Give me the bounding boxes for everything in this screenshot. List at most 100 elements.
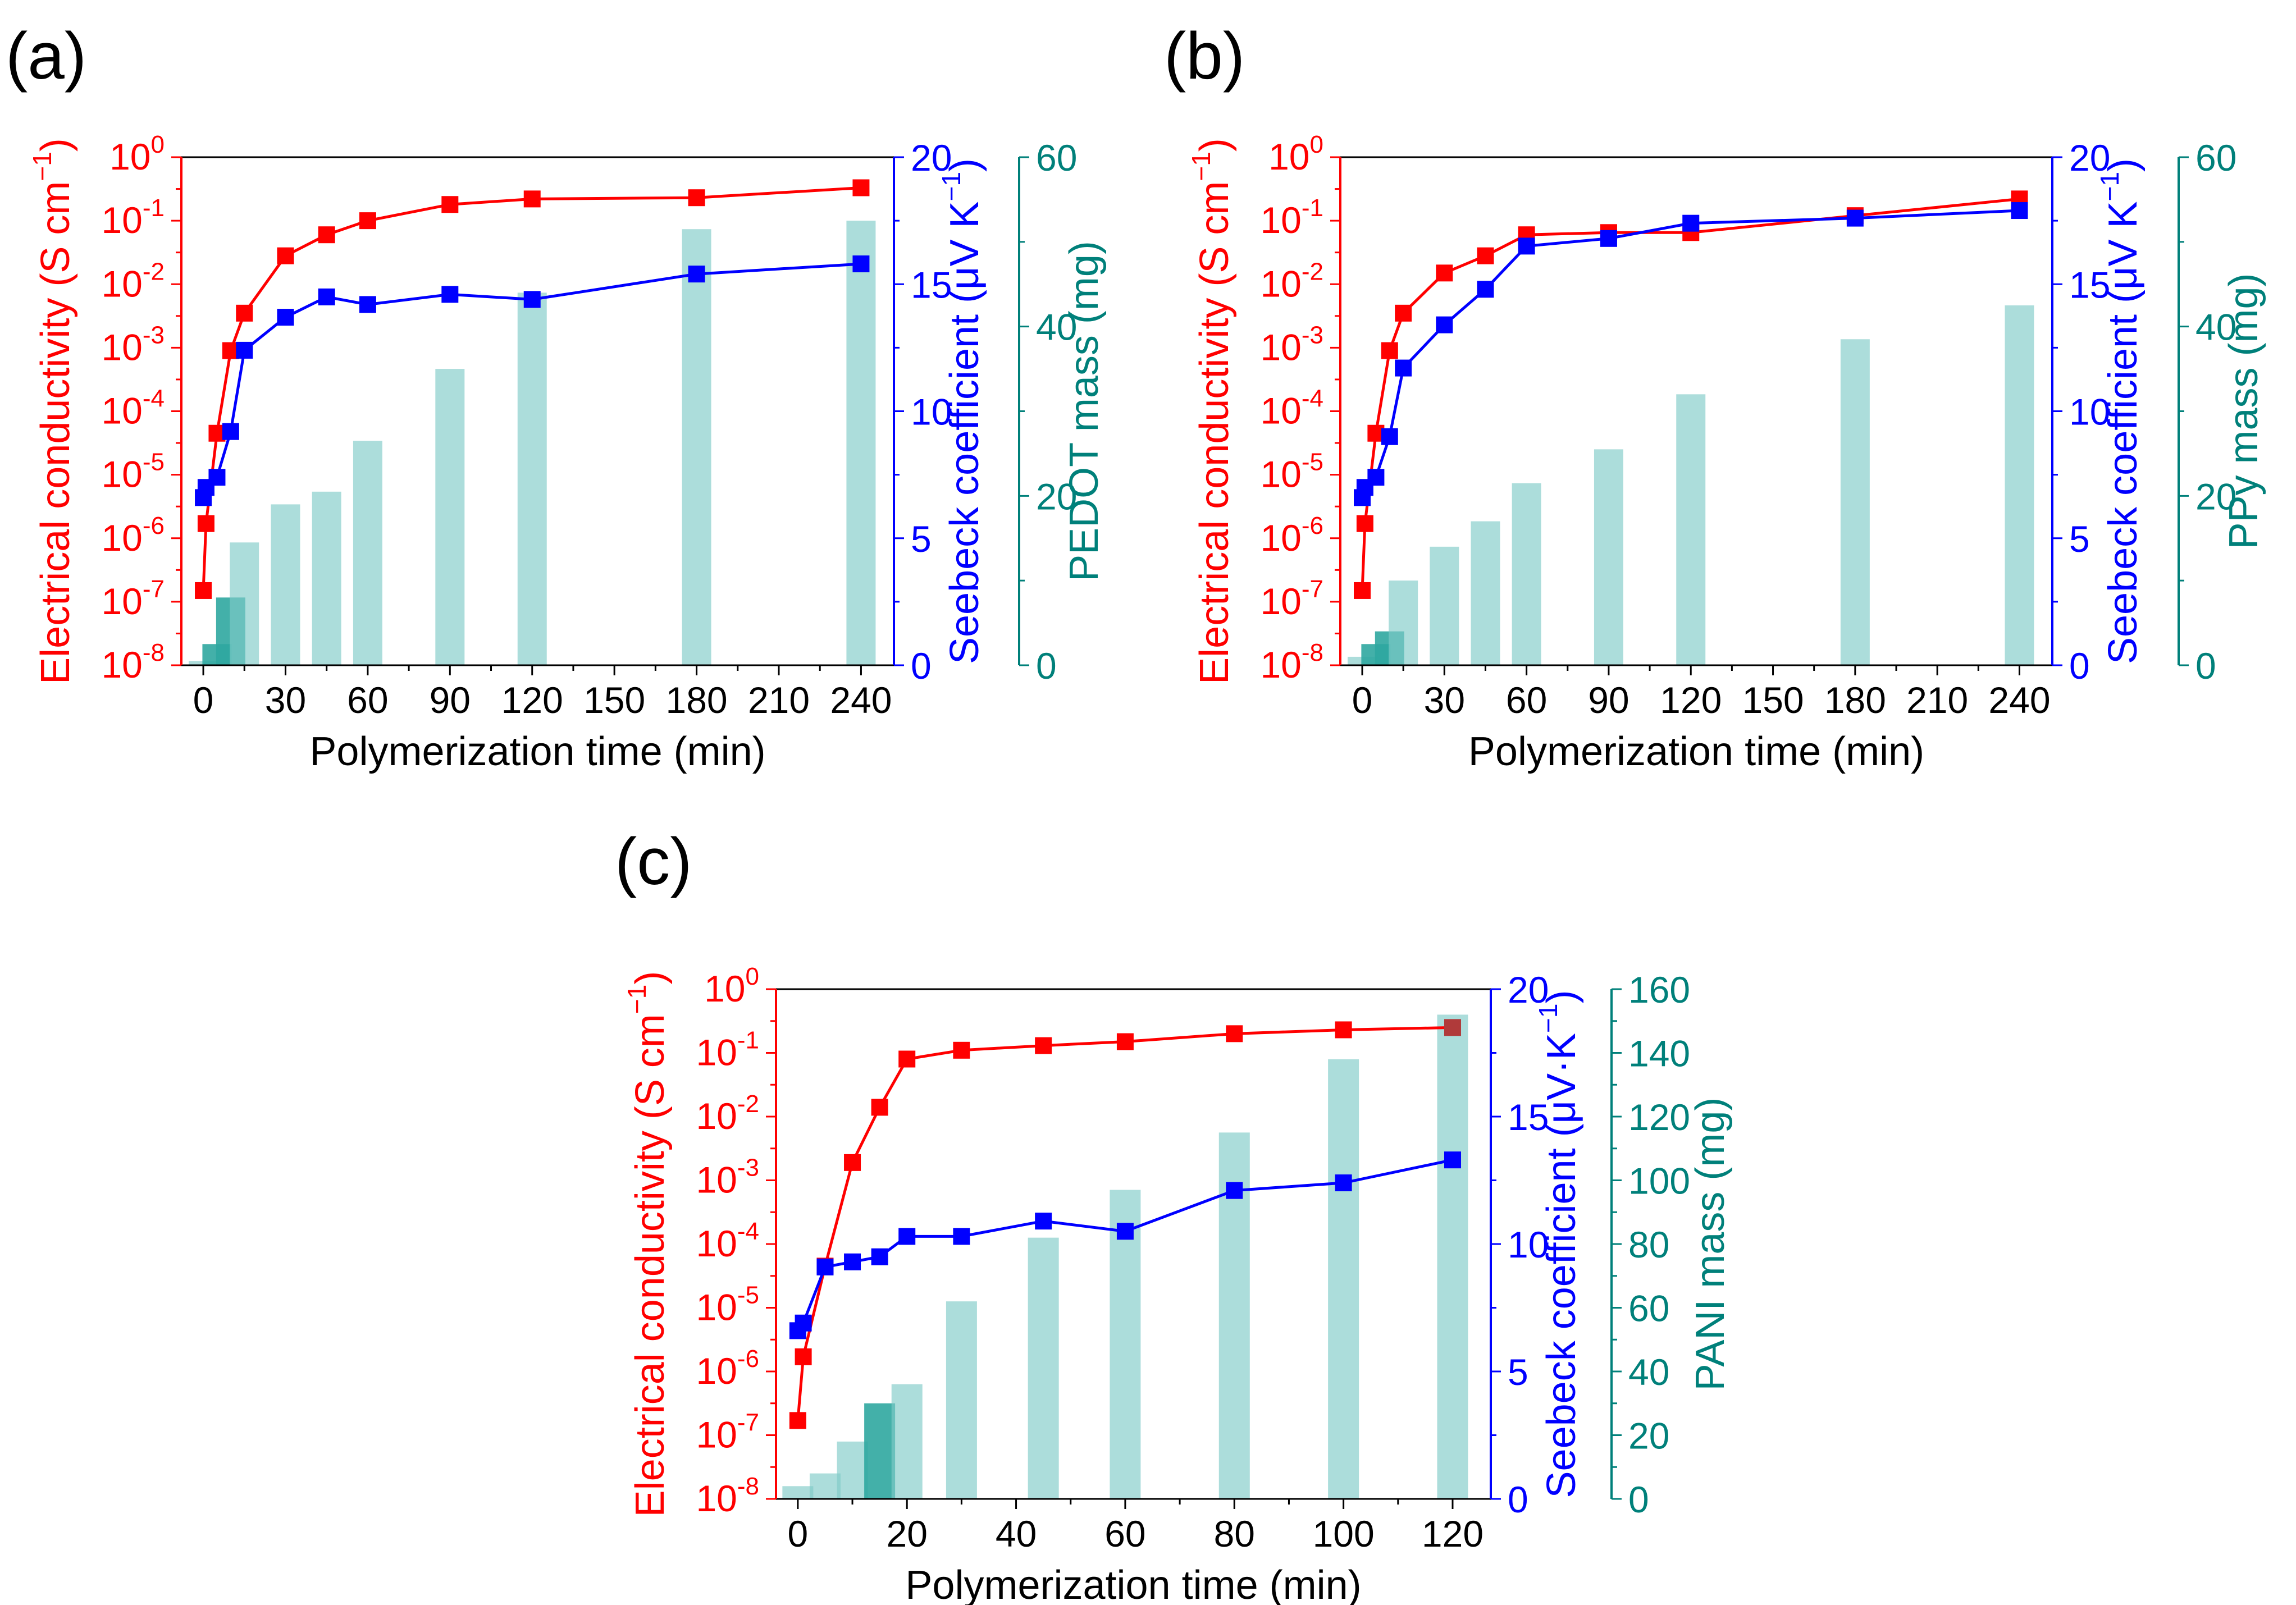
left-tick-label: 10-3	[101, 321, 165, 368]
panel-b: (b)0 30 60 90 120 150 180 210 240Polymerization …	[1164, 19, 2266, 774]
left-tick-exponent: -2	[1302, 258, 1323, 285]
seebeck-tick-label: 20	[2069, 137, 2110, 179]
left-tick-base: 10	[696, 1414, 737, 1456]
left-tick-label: 10-7	[1260, 575, 1323, 622]
mass-bar	[1512, 483, 1541, 665]
left-tick-label: 10-6	[101, 512, 165, 559]
left-tick-exponent: -3	[737, 1154, 759, 1182]
mass-bar	[891, 1384, 923, 1499]
x-tick-label: 240	[1988, 679, 2050, 721]
x-tick-label: 240	[830, 679, 892, 721]
left-axis-title-text: Electrical conductivity (S cm	[1192, 181, 1237, 684]
mass-bar	[312, 491, 341, 665]
left-tick-base: 10	[1268, 136, 1309, 177]
seebeck-tick-label: 15	[911, 264, 952, 305]
left-tick-base: 10	[696, 1478, 737, 1519]
left-tick-base: 10	[1260, 390, 1301, 432]
x-tick-label: 60	[1506, 679, 1547, 721]
seebeck-axis-title-text: Seebeck coefficient (μV K	[942, 201, 987, 664]
conductivity-point	[1477, 247, 1494, 264]
left-tick-exponent: -2	[143, 258, 165, 285]
mass-tick-label: 60	[2195, 137, 2236, 179]
mass-bar	[1437, 1014, 1468, 1499]
left-tick-label: 10-5	[1260, 449, 1323, 495]
left-tick-exponent: -8	[143, 639, 165, 666]
left-tick-label: 10-6	[1260, 512, 1323, 559]
x-tick-label: 150	[583, 679, 645, 721]
conductivity-point	[1354, 582, 1371, 599]
left-tick-label: 10-2	[101, 258, 165, 304]
left-tick-label: 10-8	[1260, 639, 1323, 685]
left-tick-exponent: -7	[1302, 575, 1323, 603]
seebeck-point	[1395, 359, 1412, 377]
seebeck-tick-label: 0	[2069, 645, 2090, 687]
left-tick-base: 10	[101, 517, 142, 559]
left-tick-exponent: -5	[737, 1282, 759, 1309]
left-tick-label: 10-2	[696, 1090, 759, 1137]
seebeck-point	[1477, 281, 1494, 298]
x-tick-label: 60	[347, 679, 388, 721]
x-tick-label: 180	[666, 679, 728, 721]
panel-label: (a)	[6, 19, 86, 93]
seebeck-axis-title-close: )	[1539, 990, 1584, 1004]
x-axis-title: Polymerization time (min)	[905, 1563, 1361, 1605]
left-tick-base: 10	[101, 580, 142, 622]
mass-bar	[517, 292, 547, 665]
left-tick-exponent: -7	[143, 575, 165, 603]
left-tick-base: 10	[101, 390, 142, 432]
left-tick-base: 10	[696, 1223, 737, 1264]
seebeck-tick-label: 20	[911, 137, 952, 179]
seebeck-point	[222, 423, 239, 440]
mass-tick-label: 100	[1628, 1160, 1690, 1202]
left-tick-exponent: -1	[737, 1027, 759, 1054]
mass-axis-title: PEDOT mass (mg)	[1062, 241, 1107, 582]
conductivity-series-line	[1361, 197, 2020, 591]
left-tick-exponent: -3	[1302, 321, 1323, 349]
seebeck-point	[359, 296, 376, 313]
x-tick-label: 0	[1352, 679, 1373, 721]
seebeck-point	[236, 341, 253, 359]
x-tick-label: 0	[193, 679, 214, 721]
left-tick-exponent: 0	[151, 131, 165, 158]
seebeck-tick-label: 5	[911, 518, 932, 560]
seebeck-point	[688, 266, 705, 283]
seebeck-point	[816, 1258, 834, 1275]
left-axis-title-text: Electrical conductivity (S cm	[33, 181, 78, 684]
left-tick-exponent: -4	[737, 1218, 759, 1245]
seebeck-point	[1444, 1151, 1461, 1169]
mass-bar	[1110, 1190, 1141, 1499]
seebeck-point	[523, 291, 541, 308]
x-tick-label: 120	[1660, 679, 1722, 721]
left-tick-label: 100	[704, 963, 759, 1009]
panel-a: (a)0 30 60 90 120 150 180 210 240Polymerization …	[6, 19, 1107, 774]
conductivity-point	[359, 212, 376, 230]
mass-bar	[846, 221, 876, 665]
mass-bar	[2005, 305, 2034, 665]
left-tick-base: 10	[696, 1350, 737, 1392]
left-axis-title-close: )	[1192, 138, 1237, 152]
left-axis-title: Electrical conductivity (S cm−1)	[28, 138, 78, 684]
mass-bar	[230, 542, 259, 665]
seebeck-tick-label: 15	[2069, 264, 2110, 305]
left-tick-base: 10	[696, 1032, 737, 1073]
x-tick-label: 30	[1424, 679, 1465, 721]
x-tick-label: 100	[1313, 1513, 1375, 1554]
x-tick-label: 20	[887, 1513, 928, 1554]
left-tick-exponent: -1	[1302, 194, 1323, 222]
conductivity-point	[1444, 1019, 1461, 1036]
x-axis-title: Polymerization time (min)	[1468, 729, 1924, 774]
seebeck-tick-label: 5	[2069, 518, 2090, 560]
left-axis-title-exponent: −1	[28, 152, 57, 181]
mass-bar	[353, 441, 382, 665]
left-tick-label: 10-3	[696, 1154, 759, 1201]
mass-tick-label: 140	[1628, 1033, 1690, 1074]
left-tick-base: 10	[1260, 580, 1301, 622]
seebeck-tick-label: 0	[1508, 1479, 1528, 1520]
seebeck-axis-title-close: )	[2101, 158, 2146, 172]
mass-tick-label: 0	[1628, 1479, 1649, 1520]
x-tick-label: 40	[996, 1513, 1037, 1554]
left-tick-base: 10	[101, 199, 142, 241]
conductivity-point	[953, 1041, 970, 1059]
mass-axis-title: PANI mass (mg)	[1688, 1098, 1733, 1391]
